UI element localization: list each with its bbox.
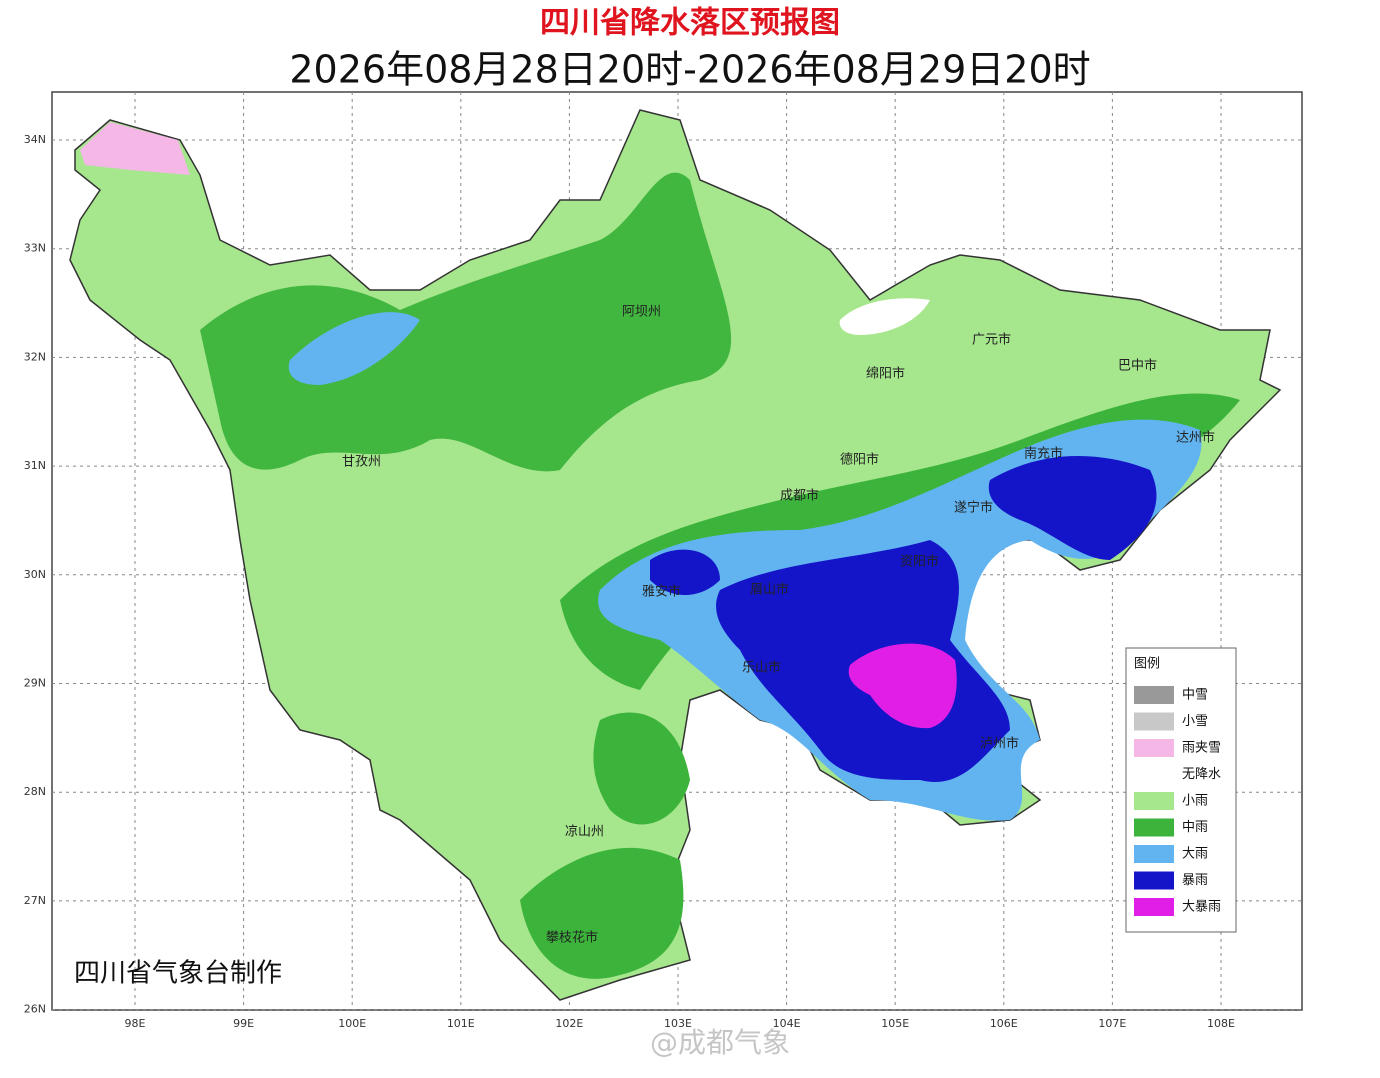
latitude-label: 27N	[24, 894, 46, 907]
legend-swatch	[1134, 792, 1174, 810]
legend-label: 大暴雨	[1182, 900, 1221, 915]
province-shape	[69, 109, 1282, 1001]
longitude-label: 99E	[233, 1017, 254, 1030]
place-label: 雅安市	[642, 584, 681, 600]
legend-swatch	[1134, 739, 1174, 757]
legend-label: 小雨	[1182, 794, 1208, 809]
legend-label: 无降水	[1182, 767, 1221, 782]
place-label: 巴中市	[1118, 358, 1157, 374]
longitude-label: 102E	[555, 1017, 583, 1030]
moderate-rain-band	[520, 847, 684, 979]
place-label: 成都市	[780, 488, 819, 504]
watermark: @成都气象	[650, 1026, 790, 1059]
place-label: 乐山市	[742, 660, 781, 676]
moderate-rain-band	[593, 712, 690, 825]
legend-label: 中雨	[1182, 820, 1208, 835]
credit: 四川省气象台制作	[74, 959, 282, 989]
place-label: 资阳市	[900, 554, 939, 570]
place-label: 南充市	[1024, 446, 1063, 462]
longitude-label: 108E	[1207, 1017, 1235, 1030]
place-label: 泸州市	[980, 736, 1019, 752]
legend-label: 暴雨	[1182, 873, 1208, 888]
moderate-rain-band	[200, 172, 732, 472]
longitude-label: 107E	[1098, 1017, 1126, 1030]
place-label: 遂宁市	[954, 500, 993, 516]
legend-swatch	[1134, 686, 1174, 704]
place-label: 德阳市	[840, 452, 879, 468]
place-label: 达州市	[1176, 430, 1215, 446]
place-label: 阿坝州	[622, 305, 661, 320]
place-label: 眉山市	[750, 582, 789, 598]
longitude-label: 105E	[881, 1017, 909, 1030]
rainstorm-area	[988, 456, 1157, 560]
latitude-label: 26N	[24, 1003, 46, 1016]
latitude-label: 28N	[24, 785, 46, 798]
coordinate-labels: 98E 99E 100E 101E 102E 103E 104E 105E 106E 107E 10…	[24, 133, 1235, 1030]
longitude-label: 100E	[338, 1017, 366, 1030]
legend-title: 图例	[1134, 657, 1160, 672]
legend-label: 大雨	[1182, 847, 1208, 862]
longitude-label: 101E	[447, 1017, 475, 1030]
latitude-label: 32N	[24, 350, 46, 363]
legend-label: 雨夹雪	[1182, 741, 1221, 756]
latitude-label: 30N	[24, 568, 46, 581]
legend-swatch	[1134, 871, 1174, 890]
legend-swatch	[1134, 765, 1174, 784]
place-label: 攀枝花市	[546, 930, 598, 946]
latitude-label: 33N	[24, 242, 46, 255]
longitude-label: 106E	[990, 1017, 1018, 1030]
legend-swatch	[1134, 845, 1174, 863]
sleet-area	[80, 122, 190, 175]
place-label: 凉山州	[565, 825, 604, 840]
longitude-label: 98E	[125, 1017, 146, 1030]
legend-label: 小雪	[1182, 714, 1208, 729]
place-labels: 阿坝州 甘孜州 绵阳市 广元市 巴中市 德阳市 成都市 南充市 达州市 遂宁市 …	[342, 305, 1215, 946]
map-subtitle: 2026年08月28日20时-2026年08月29日20时	[289, 48, 1090, 92]
severe-rainstorm-area	[848, 643, 957, 729]
legend-label: 中雪	[1182, 688, 1208, 703]
place-label: 广元市	[972, 332, 1011, 348]
legend-swatch	[1134, 898, 1174, 916]
longitude-label: 104E	[773, 1017, 801, 1030]
legend-swatch	[1134, 818, 1174, 837]
rainstorm-area	[650, 549, 720, 595]
no-rain-area	[839, 298, 930, 335]
latitude-label: 34N	[24, 133, 46, 146]
legend-swatch	[1134, 712, 1174, 731]
place-label: 甘孜州	[342, 455, 381, 470]
longitude-label: 103E	[664, 1017, 692, 1030]
latitude-label: 29N	[24, 677, 46, 690]
latitude-label: 31N	[24, 459, 46, 472]
map-title: 四川省降水落区预报图	[540, 6, 840, 41]
heavy-rain-area	[288, 312, 420, 385]
place-label: 绵阳市	[866, 366, 905, 382]
